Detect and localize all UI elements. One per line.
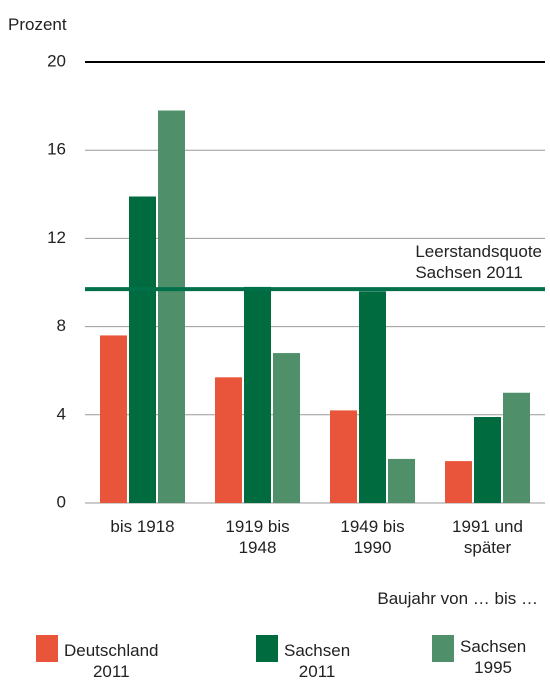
x-tick-label: 1949 bis 1990 (340, 517, 405, 557)
bar (215, 377, 242, 503)
bar (244, 286, 271, 503)
bar (158, 110, 185, 503)
legend-swatch (256, 635, 278, 662)
legend-label: Deutschland 2011 (64, 641, 159, 681)
legend-swatch (432, 635, 454, 662)
y-tick-label: 0 (57, 492, 66, 511)
bar (273, 353, 300, 503)
legend-swatch (36, 635, 58, 662)
bar (503, 392, 530, 503)
y-tick-label: 8 (57, 316, 66, 335)
bar (100, 335, 127, 503)
reference-label: Leerstandsquote Sachsen 2011 (415, 242, 542, 283)
legend-label: Sachsen 1995 (460, 637, 527, 677)
y-tick-label: 4 (57, 404, 66, 423)
legend-label: Sachsen 2011 (284, 641, 351, 681)
y-tick-label: 16 (47, 140, 66, 159)
x-tick-label: 1991 und später (452, 517, 523, 557)
bar (445, 461, 472, 503)
bar (330, 410, 357, 503)
x-axis-label: Baujahr von … bis … (377, 589, 538, 608)
x-tick-label: 1919 bis 1948 (225, 517, 290, 557)
y-tick-label: 12 (47, 228, 66, 247)
bar (388, 458, 415, 503)
bar (359, 291, 386, 503)
bar (474, 417, 501, 503)
bar (129, 196, 156, 503)
y-axis-label: Prozent (8, 15, 67, 34)
x-tick-label: bis 1918 (110, 517, 175, 536)
y-tick-label: 20 (47, 51, 66, 70)
